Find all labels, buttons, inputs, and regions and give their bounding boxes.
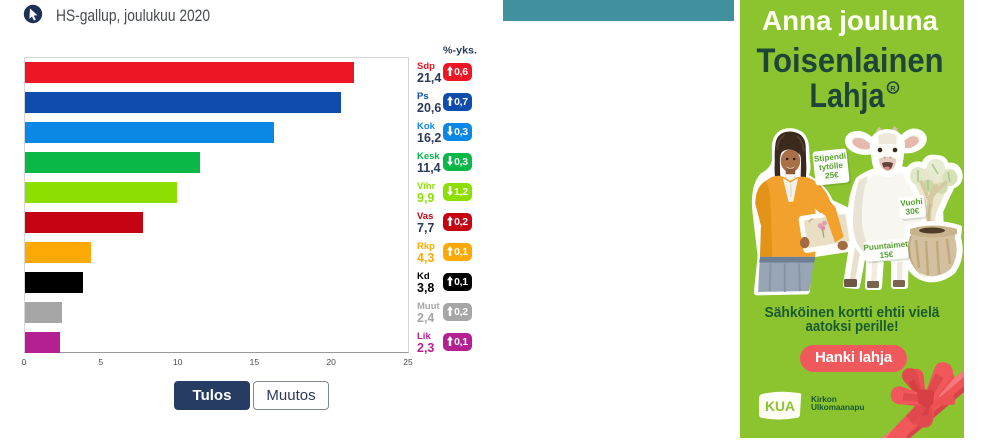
- svg-text:R: R: [890, 84, 896, 93]
- svg-text:HS-gallup, joulukuu 2020: HS-gallup, joulukuu 2020: [56, 6, 210, 25]
- svg-text:Puuntaimet: Puuntaimet: [863, 240, 908, 253]
- svg-text:Anna jouluna: Anna jouluna: [762, 5, 938, 36]
- svg-text:30€: 30€: [905, 206, 920, 216]
- svg-text:%-yks.: %-yks.: [443, 46, 477, 57]
- svg-text:Stipendi: Stipendi: [813, 151, 846, 163]
- svg-text:aatoksi perille!: aatoksi perille!: [806, 318, 899, 335]
- svg-text:KUA: KUA: [765, 398, 795, 414]
- svg-text:Lahja: Lahja: [810, 77, 886, 115]
- svg-text:Sähköinen kortti ehtii vielä: Sähköinen kortti ehtii vielä: [765, 304, 941, 321]
- svg-text:Vuohi: Vuohi: [900, 197, 923, 208]
- svg-text:Toisenlainen: Toisenlainen: [757, 42, 944, 80]
- svg-text:25€: 25€: [825, 170, 840, 180]
- svg-text:15€: 15€: [879, 250, 894, 260]
- svg-text:tytölle: tytölle: [818, 161, 843, 173]
